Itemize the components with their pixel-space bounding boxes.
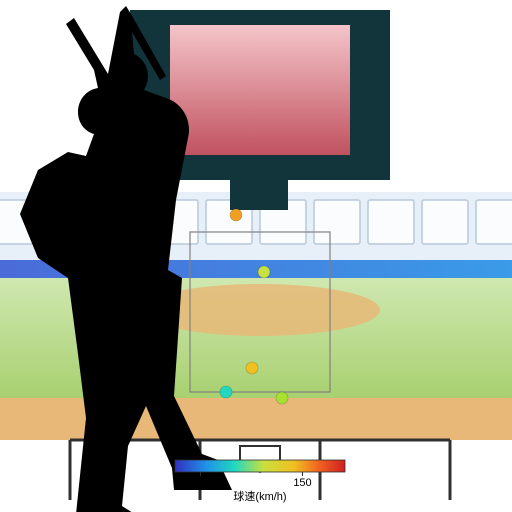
colorbar-tick-label: 150 (293, 477, 311, 489)
pitch-marker (276, 392, 288, 404)
colorbar-axis-label: 球速(km/h) (233, 489, 286, 503)
pitch-location-chart: 100 150 球速(km/h) (0, 0, 512, 512)
colorbar-tick-label: 100 (191, 477, 209, 489)
pitch-marker (220, 386, 232, 398)
pitch-marker (258, 266, 270, 278)
scoreboard-post (230, 180, 288, 210)
pitch-marker (246, 362, 258, 374)
pitch-marker (230, 209, 242, 221)
scoreboard-screen (170, 25, 350, 155)
